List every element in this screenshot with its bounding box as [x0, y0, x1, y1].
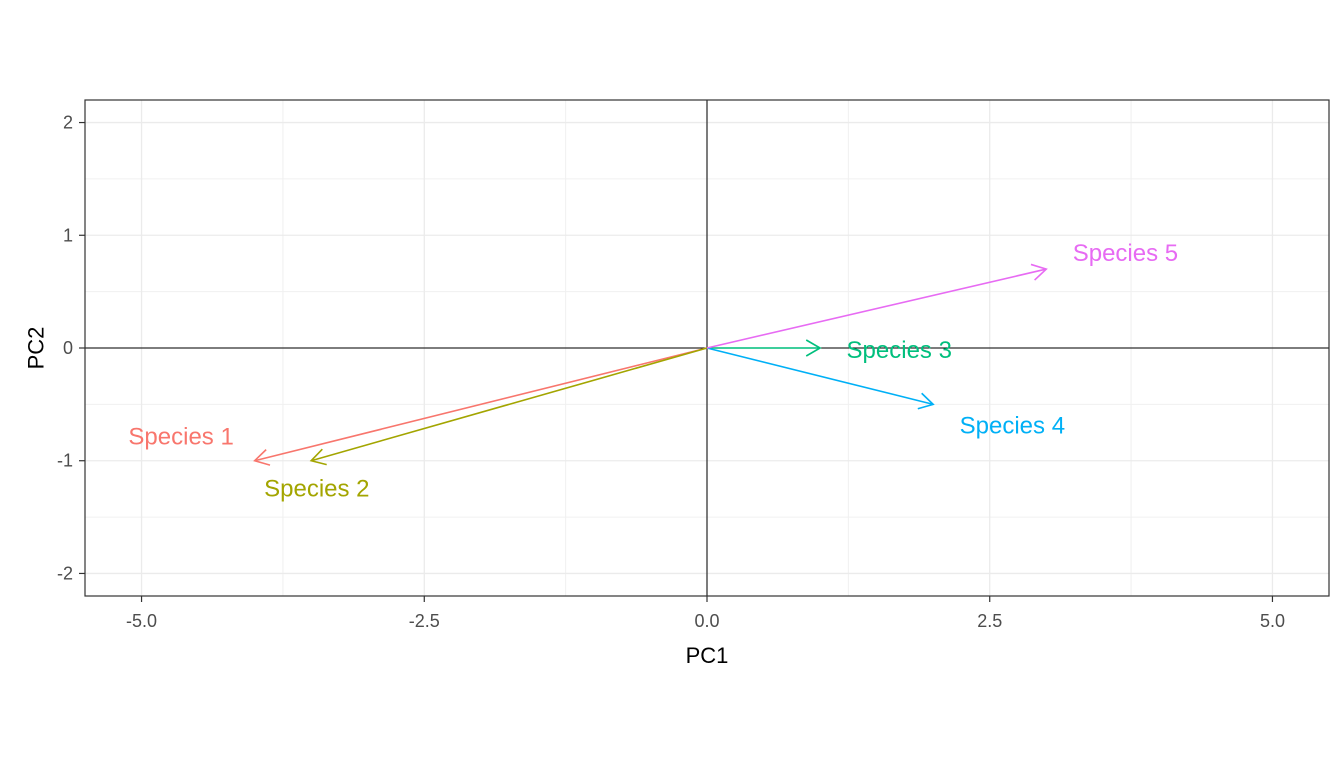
x-axis-title: PC1 [686, 643, 729, 668]
axes: -5.0 -2.5 0.0 2.5 5.0 -2 -1 0 1 2 [57, 113, 1285, 631]
species-4-label: Species 4 [960, 412, 1065, 439]
species-3-arrowhead [805, 339, 822, 357]
y-tick-label: -1 [57, 451, 73, 471]
species-vectors: Species 1 Species 2 Species 3 Species 4 Spec… [128, 240, 1178, 503]
x-tick-label: 5.0 [1260, 611, 1285, 631]
x-tick-label: -2.5 [409, 611, 440, 631]
species-2-label: Species 2 [264, 475, 369, 502]
species-4-arrowhead [917, 392, 935, 410]
species-2-vector [310, 347, 708, 462]
species-5-label: Species 5 [1073, 240, 1178, 267]
species-1-arrowhead [253, 449, 271, 466]
x-tick-label: -5.0 [126, 611, 157, 631]
species-5-vector [706, 268, 1047, 349]
species-2-arrowhead [309, 448, 327, 466]
y-tick-label: -2 [57, 563, 73, 583]
y-tick-label: 0 [63, 338, 73, 358]
species-4-vector [706, 347, 934, 406]
species-3-label: Species 3 [847, 337, 952, 364]
species-1-vector [254, 347, 708, 462]
y-axis-title: PC2 [24, 327, 49, 370]
y-tick-label: 1 [63, 225, 73, 245]
x-tick-label: 2.5 [977, 611, 1002, 631]
y-tick-label: 2 [63, 113, 73, 133]
x-tick-label: 0.0 [694, 611, 719, 631]
species-1-label: Species 1 [128, 424, 233, 451]
species-5-arrowhead [1030, 263, 1048, 281]
